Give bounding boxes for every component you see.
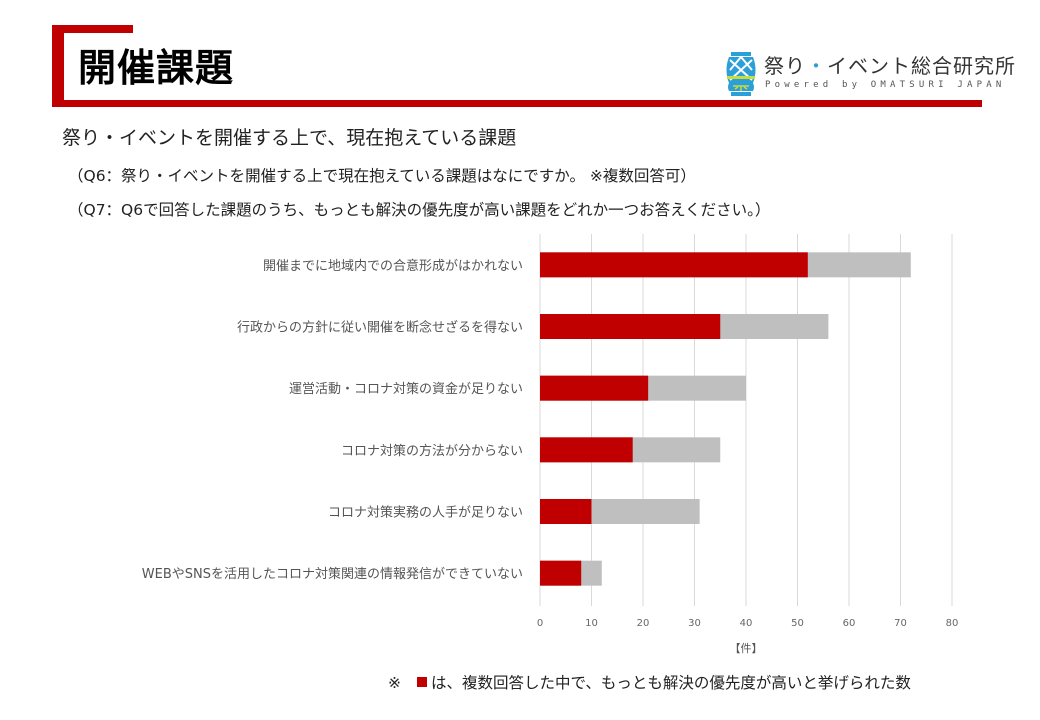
category-label: 行政からの方針に従い開催を断念せざるを得ない xyxy=(237,320,523,336)
lantern-logo-icon xyxy=(726,52,756,96)
x-tick-label: 70 xyxy=(894,618,907,629)
category-label: コロナ対策実務の人手が足りない xyxy=(328,505,523,521)
bar-priority xyxy=(540,314,721,339)
category-labels: 開催までに地域内での合意形成がはかれない行政からの方針に従い開催を断念せざるを得… xyxy=(142,258,523,582)
logo-name: 祭り・イベント総合研究所 xyxy=(764,54,1016,78)
gridlines xyxy=(539,234,953,606)
x-tick-label: 40 xyxy=(740,618,753,629)
category-label: 開催までに地域内での合意形成がはかれない xyxy=(263,258,523,274)
footnote: ※ は、複数回答した中で、もっとも解決の優先度が高いと挙げられた数 xyxy=(388,671,911,693)
x-tick-label: 60 xyxy=(843,618,856,629)
x-tick-label: 20 xyxy=(637,618,650,629)
x-tick-label: 0 xyxy=(537,618,543,629)
x-tick-label: 80 xyxy=(946,618,959,629)
logo-name-part1: 祭り xyxy=(764,54,806,78)
x-tick-label: 50 xyxy=(791,618,804,629)
title-frame-top xyxy=(52,25,133,33)
x-axis-label: 【件】 xyxy=(730,642,763,655)
bar-priority xyxy=(540,499,592,524)
logo-name-dot: ・ xyxy=(806,54,827,78)
chart-subtitle: 祭り・イベントを開催する上で、現在抱えている課題 xyxy=(62,127,517,149)
logo-tagline: Powered by OMATSURI JAPAN xyxy=(765,80,1006,90)
page-title: 開催課題 xyxy=(78,46,235,90)
bar-priority xyxy=(540,437,633,463)
footnote-mark: ※ xyxy=(388,674,401,692)
category-label: コロナ対策の方法が分からない xyxy=(341,443,523,459)
category-label: 運営活動・コロナ対策の資金が足りない xyxy=(289,381,523,397)
bar-priority xyxy=(540,375,649,401)
question-q7: （Q7：Q6で回答した課題のうち、もっとも解決の優先度が高い課題をどれか一つお答… xyxy=(68,201,771,219)
bars xyxy=(540,252,911,586)
x-tick-labels: 0 10 20 30 40 50 60 70 80 xyxy=(537,618,959,629)
x-tick-label: 30 xyxy=(688,618,701,629)
legend-swatch-priority xyxy=(417,677,427,687)
title-underline xyxy=(52,100,982,107)
category-label: WEBやSNSを活用したコロナ対策関連の情報発信ができていない xyxy=(142,566,523,582)
title-frame-left xyxy=(52,25,64,107)
logo-name-part2: イベント総合研究所 xyxy=(827,54,1016,78)
question-q6: （Q6：祭り・イベントを開催する上で現在抱えている課題はなにですか。 ※複数回答… xyxy=(68,167,696,185)
logo: 祭り・イベント総合研究所 Powered by OMATSURI JAPAN xyxy=(724,52,1015,98)
bar-priority xyxy=(540,560,582,586)
bar-priority xyxy=(540,252,808,278)
x-tick-label: 10 xyxy=(585,618,598,629)
footnote-text: は、複数回答した中で、もっとも解決の優先度が高いと挙げられた数 xyxy=(431,674,911,692)
